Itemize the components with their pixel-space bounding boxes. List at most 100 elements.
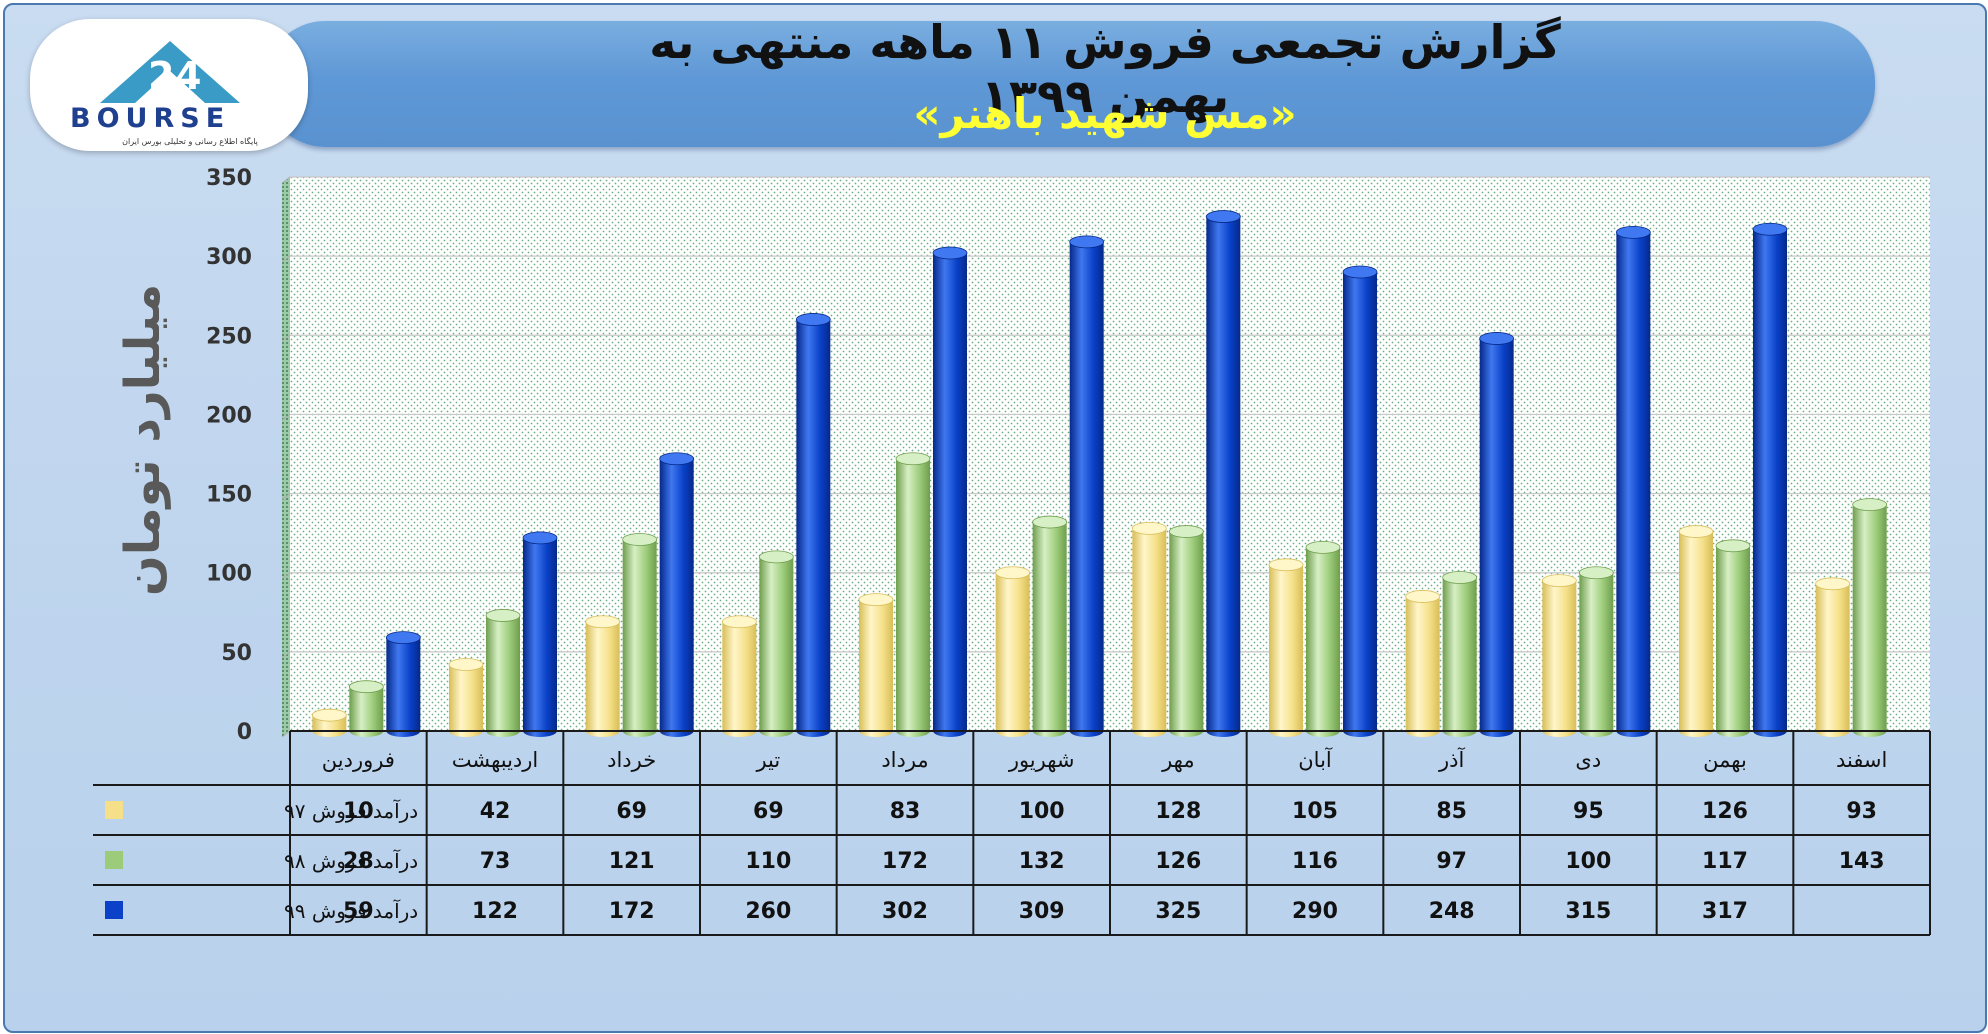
bar-top <box>1069 235 1105 249</box>
bar-top <box>448 658 484 671</box>
bar-body <box>759 556 794 737</box>
bar-body <box>1815 583 1850 737</box>
bar-body <box>659 458 694 737</box>
bar-body <box>995 572 1030 737</box>
data-label: 95 <box>1573 799 1604 824</box>
data-label: 100 <box>1565 849 1611 874</box>
gridline-wall <box>281 730 291 738</box>
bar-top <box>1268 558 1304 572</box>
gridline-wall <box>281 414 291 421</box>
bar <box>1342 265 1378 737</box>
x-tick-label: آذر <box>1438 747 1465 772</box>
bar-body <box>1442 577 1477 737</box>
bar-body <box>349 686 384 737</box>
bar-body <box>1616 232 1651 737</box>
data-label: 117 <box>1702 849 1748 874</box>
bar <box>721 615 757 737</box>
bar <box>1852 498 1888 737</box>
bar-body <box>722 621 757 737</box>
bar <box>1131 521 1167 737</box>
bar <box>622 533 658 737</box>
bar-body <box>1169 531 1204 737</box>
y-tick-label: 100 <box>206 562 252 587</box>
bar-body <box>1753 229 1787 737</box>
bar <box>1205 210 1241 738</box>
data-label: 105 <box>1292 799 1338 824</box>
gridline-wall <box>281 572 291 580</box>
x-tick-label: بهمن <box>1703 748 1747 772</box>
bar-body <box>896 458 930 737</box>
bar-top <box>1032 515 1068 529</box>
bar <box>1541 574 1577 737</box>
data-label: 126 <box>1702 799 1748 824</box>
data-label: 260 <box>745 899 791 924</box>
bourse-logo: 2 4 BOURSE پایگاه اطلاع رسانی و تحلیلی ب… <box>30 19 308 151</box>
plot-area <box>282 177 1930 737</box>
bar-top <box>622 533 658 546</box>
bar-top <box>895 452 931 466</box>
bar-body <box>386 637 421 737</box>
bar <box>348 680 384 737</box>
bar-body <box>1716 545 1750 737</box>
y-tick-label: 200 <box>206 403 252 428</box>
bar-top <box>1578 566 1614 580</box>
data-label: 110 <box>745 849 791 874</box>
bar-top <box>1752 222 1788 236</box>
bar <box>1442 571 1478 737</box>
y-tick-label: 150 <box>206 483 252 508</box>
bar <box>311 708 347 737</box>
title-banner <box>265 21 1875 147</box>
data-label: 59 <box>343 899 374 924</box>
bar <box>895 452 931 737</box>
data-label: 10 <box>343 799 374 824</box>
y-tick-label: 300 <box>206 245 252 270</box>
gridline-wall <box>281 651 291 659</box>
bar-top <box>585 615 621 629</box>
bar <box>1678 525 1714 737</box>
x-tick-label: مرداد <box>881 748 928 772</box>
data-label: 325 <box>1155 899 1201 924</box>
data-label: 132 <box>1019 849 1065 874</box>
bar-top <box>1678 525 1714 538</box>
data-label: 42 <box>480 799 511 824</box>
x-tick-label: شهریور <box>1008 748 1075 772</box>
bar <box>1615 225 1651 737</box>
bar-top <box>485 609 521 622</box>
data-label: 290 <box>1292 899 1338 924</box>
bar-body <box>796 319 831 737</box>
bar-body <box>1479 338 1514 737</box>
legend-label: درآمد فروش ۹۹ <box>284 898 418 923</box>
bar-top <box>758 550 794 564</box>
bar-body <box>1343 271 1377 737</box>
legend-label: درآمد فروش ۹۷ <box>284 798 418 823</box>
data-label: 73 <box>480 849 511 874</box>
chart-frame: گزارش تجمعی فروش ۱۱ ماهه منتهی به بهمن ۱… <box>3 3 1987 1033</box>
bar-top <box>1815 577 1851 591</box>
data-label: 69 <box>616 799 647 824</box>
bar-body <box>1206 216 1241 738</box>
bar-body <box>1269 564 1303 737</box>
bar <box>659 452 695 737</box>
y-tick-label: 50 <box>221 641 252 666</box>
y-axis-ticks: 0 50 100 150 200 250 300 350 <box>206 166 252 745</box>
bar-body <box>1306 547 1340 737</box>
bar <box>1268 558 1304 737</box>
bar-top <box>1852 498 1888 512</box>
bar <box>1752 222 1788 737</box>
data-label: 122 <box>472 899 518 924</box>
x-tick-label: فروردین <box>322 748 395 772</box>
bar-body <box>1679 531 1713 737</box>
bar-top <box>348 680 384 694</box>
gridline-wall <box>281 255 291 263</box>
data-label: 315 <box>1565 899 1611 924</box>
data-label: 83 <box>890 799 921 824</box>
bar-body <box>933 252 967 737</box>
bar <box>1069 235 1105 737</box>
bar-top <box>1541 574 1577 588</box>
y-tick-label: 250 <box>206 324 252 349</box>
logo-wordmark: BOURSE <box>70 103 231 134</box>
bar-top <box>1342 265 1378 279</box>
data-label: 28 <box>343 849 374 874</box>
x-tick-label: مهر <box>1161 748 1195 772</box>
y-tick-label: 0 <box>237 720 252 745</box>
